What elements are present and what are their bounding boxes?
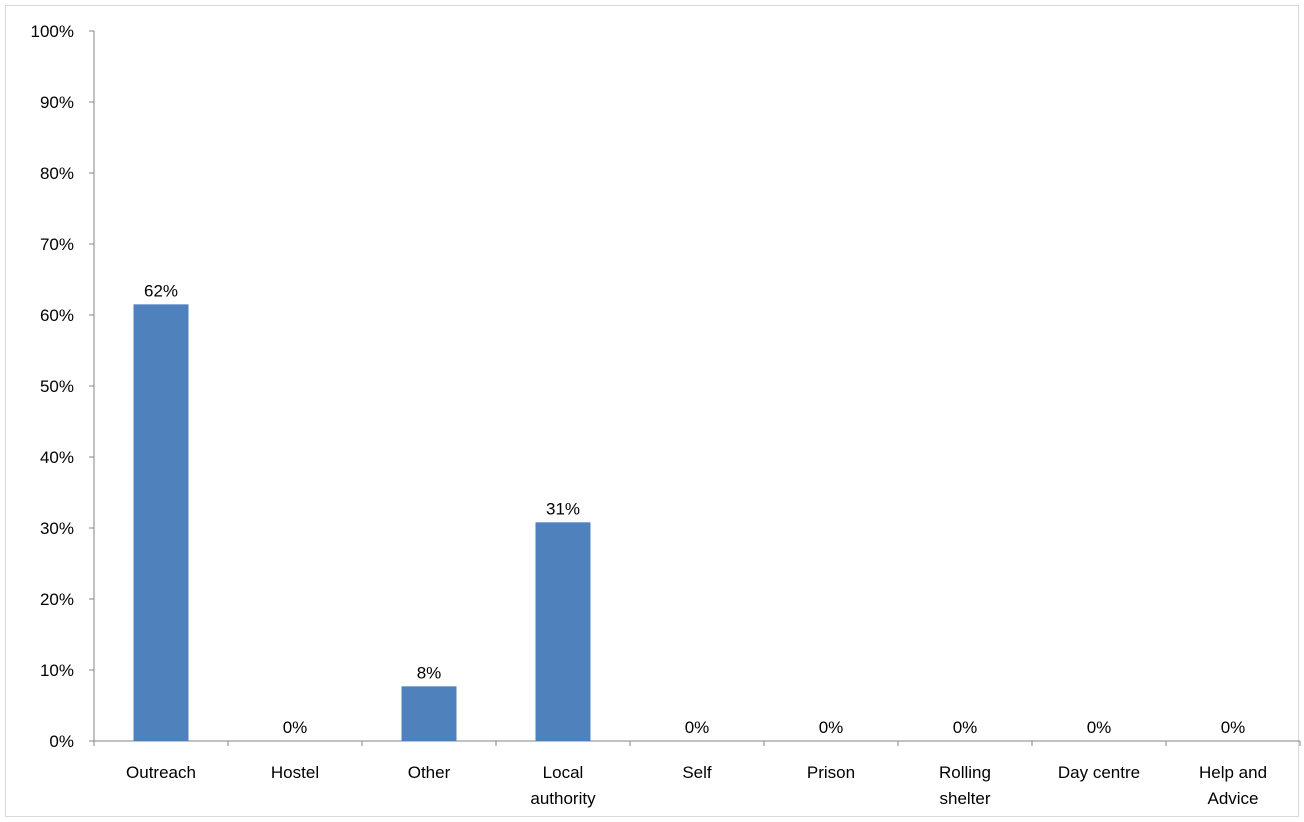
bar: [535, 522, 591, 741]
chart-frame: [5, 5, 1299, 817]
y-tick-label: 80%: [40, 164, 74, 183]
y-tick-label: 20%: [40, 590, 74, 609]
data-label: 8%: [417, 663, 442, 682]
y-tick-label: 0%: [49, 732, 74, 751]
x-tick-label: Local authority: [530, 763, 596, 808]
x-tick-label: Hostel: [271, 763, 319, 782]
x-tick-label: Self: [682, 763, 712, 782]
y-tick-label: 70%: [40, 235, 74, 254]
y-tick-label: 10%: [40, 661, 74, 680]
data-label: 31%: [546, 499, 580, 518]
x-tick-label: Outreach: [126, 763, 196, 782]
data-label: 62%: [144, 281, 178, 300]
y-tick-label: 50%: [40, 377, 74, 396]
x-tick-label: Day centre: [1058, 763, 1140, 782]
x-tick-label: Other: [408, 763, 451, 782]
y-axis: 0% 10% 20% 30% 40% 50% 60% 70% 80% 90% 100%: [31, 22, 95, 751]
data-label: 0%: [1087, 718, 1112, 737]
x-tick-label: Prison: [807, 763, 855, 782]
x-axis: Outreach Hostel Other Local authority Self Pri…: [93, 740, 1301, 808]
data-label: 0%: [283, 718, 308, 737]
y-tick-label: 100%: [31, 22, 74, 41]
data-label: 0%: [685, 718, 710, 737]
data-label: 0%: [953, 718, 978, 737]
y-tick-label: 30%: [40, 519, 74, 538]
x-tick-label: Help and Advice: [1199, 763, 1267, 808]
data-labels: 62% 0% 8% 31% 0% 0% 0% 0% 0%: [144, 281, 1245, 737]
x-tick-label: Rolling shelter: [939, 763, 991, 808]
data-label: 0%: [1221, 718, 1246, 737]
y-tick-label: 90%: [40, 93, 74, 112]
bar: [401, 686, 457, 741]
y-tick-label: 40%: [40, 448, 74, 467]
bars: [133, 304, 591, 741]
bar: [133, 304, 189, 741]
y-tick-label: 60%: [40, 306, 74, 325]
data-label: 0%: [819, 718, 844, 737]
